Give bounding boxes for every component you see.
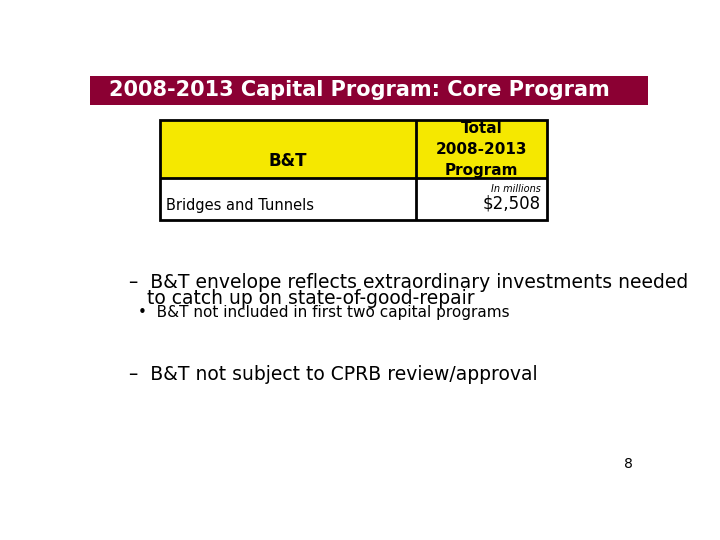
Text: 2008-2013 Capital Program: Core Program: 2008-2013 Capital Program: Core Program xyxy=(109,80,610,100)
Text: 8: 8 xyxy=(624,457,632,471)
Bar xyxy=(160,120,415,178)
Text: –  B&T envelope reflects extraordinary investments needed: – B&T envelope reflects extraordinary in… xyxy=(129,273,688,292)
Bar xyxy=(160,120,547,220)
Text: •  B&T not included in first two capital programs: • B&T not included in first two capital … xyxy=(138,305,510,320)
Text: –  B&T not subject to CPRB review/approval: – B&T not subject to CPRB review/approva… xyxy=(129,365,537,384)
Bar xyxy=(160,120,547,220)
Text: $2,508: $2,508 xyxy=(483,194,541,213)
Bar xyxy=(415,120,547,178)
Text: B&T: B&T xyxy=(269,152,307,170)
Text: Total
2008-2013
Program: Total 2008-2013 Program xyxy=(436,120,527,178)
Text: Bridges and Tunnels: Bridges and Tunnels xyxy=(166,198,314,213)
Text: In millions: In millions xyxy=(491,184,541,194)
Bar xyxy=(90,76,648,105)
Text: to catch up on state-of-good-repair: to catch up on state-of-good-repair xyxy=(129,289,474,308)
